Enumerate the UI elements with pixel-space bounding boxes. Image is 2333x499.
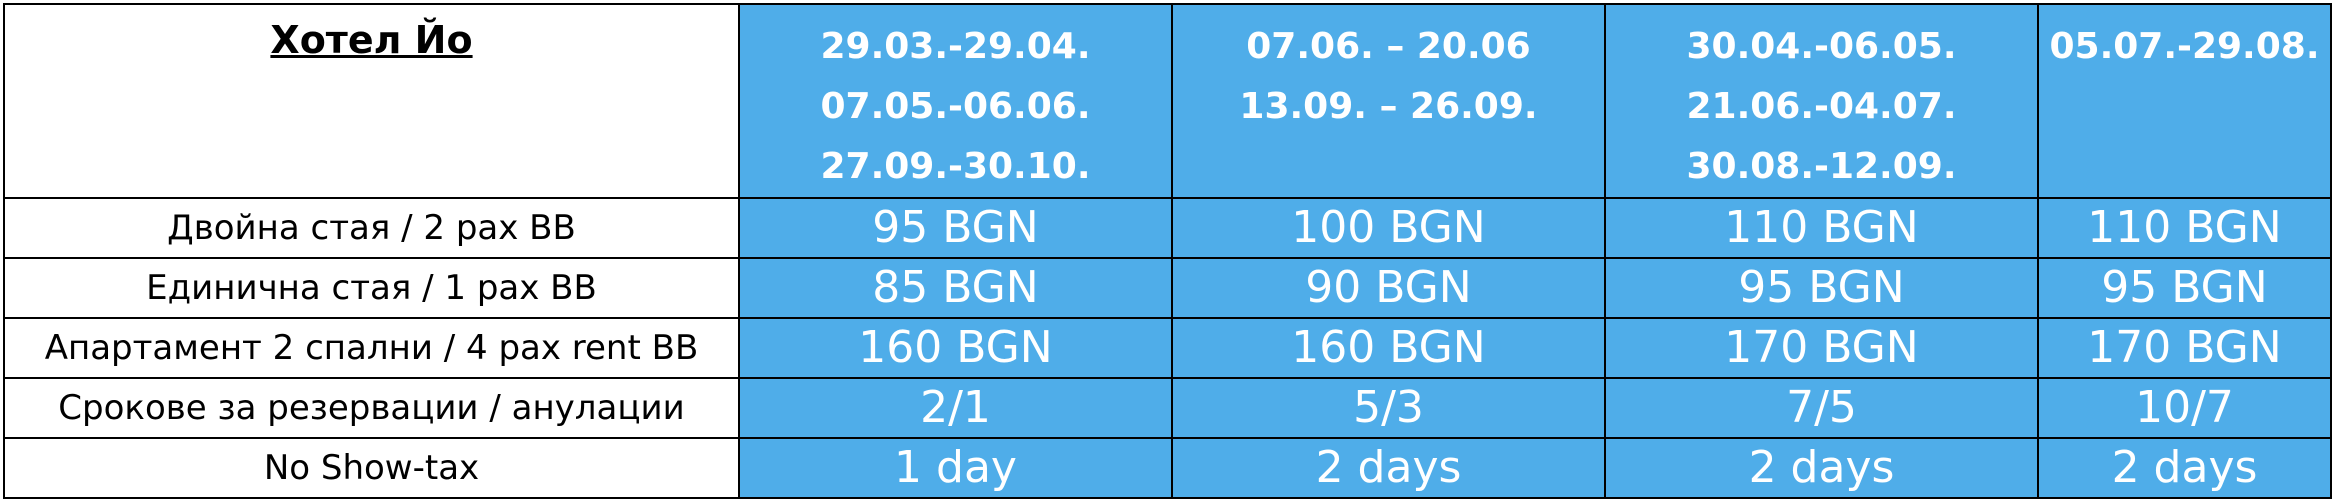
table-cell: 160 BGN <box>738 317 1173 379</box>
row-label: Двойна стая / 2 pax BB <box>3 197 740 259</box>
row-label: Единична стая / 1 pax BB <box>3 257 740 319</box>
row-label: Апартамент 2 спални / 4 pax rent BB <box>3 317 740 379</box>
period-header-4: 05.07.-29.08. <box>2037 3 2332 199</box>
row-label: Срокове за резервации / анулации <box>3 377 740 439</box>
table-cell: 7/5 <box>1604 377 2039 439</box>
period-date: 30.08.-12.09. <box>1686 146 1957 187</box>
table-row: Двойна стая / 2 pax BB 95 BGN 100 BGN 11… <box>3 197 2332 259</box>
table-cell: 2 days <box>1171 437 1606 499</box>
period-header-1: 29.03.-29.04. 07.05.-06.06. 27.09.-30.10… <box>738 3 1173 199</box>
table-cell: 100 BGN <box>1171 197 1606 259</box>
period-date: 29.03.-29.04. <box>820 26 1091 67</box>
period-date: 30.04.-06.05. <box>1686 26 1957 67</box>
table-cell: 170 BGN <box>1604 317 2039 379</box>
hotel-name-cell: Хотел Йо <box>3 3 740 199</box>
period-header-3: 30.04.-06.05. 21.06.-04.07. 30.08.-12.09… <box>1604 3 2039 199</box>
table-cell: 2/1 <box>738 377 1173 439</box>
period-date: 27.09.-30.10. <box>820 146 1091 187</box>
period-date: 21.06.-04.07. <box>1686 86 1957 127</box>
period-date: 13.09. – 26.09. <box>1239 86 1538 127</box>
table-cell: 95 BGN <box>1604 257 2039 319</box>
table-row: Апартамент 2 спални / 4 pax rent BB 160 … <box>3 317 2332 379</box>
period-date: 05.07.-29.08. <box>2049 26 2320 67</box>
table-cell: 90 BGN <box>1171 257 1606 319</box>
table-row: Срокове за резервации / анулации 2/1 5/3… <box>3 377 2332 439</box>
period-date: 07.05.-06.06. <box>820 86 1091 127</box>
table-cell: 85 BGN <box>738 257 1173 319</box>
table-cell: 2 days <box>1604 437 2039 499</box>
period-header-2: 07.06. – 20.06 13.09. – 26.09. <box>1171 3 1606 199</box>
price-table: Хотел Йо 29.03.-29.04. 07.05.-06.06. 27.… <box>3 3 2332 499</box>
hotel-name: Хотел Йо <box>270 18 473 62</box>
table-cell: 95 BGN <box>738 197 1173 259</box>
table-row: No Show-tax 1 day 2 days 2 days 2 days <box>3 437 2332 499</box>
period-date: 07.06. – 20.06 <box>1246 26 1531 67</box>
table-cell: 5/3 <box>1171 377 1606 439</box>
table-cell: 160 BGN <box>1171 317 1606 379</box>
table-cell: 170 BGN <box>2037 317 2332 379</box>
table-cell: 2 days <box>2037 437 2332 499</box>
row-label: No Show-tax <box>3 437 740 499</box>
table-cell: 95 BGN <box>2037 257 2332 319</box>
table-cell: 110 BGN <box>2037 197 2332 259</box>
table-row: Единична стая / 1 pax BB 85 BGN 90 BGN 9… <box>3 257 2332 319</box>
table-cell: 110 BGN <box>1604 197 2039 259</box>
table-cell: 1 day <box>738 437 1173 499</box>
table-cell: 10/7 <box>2037 377 2332 439</box>
header-row: Хотел Йо 29.03.-29.04. 07.05.-06.06. 27.… <box>3 3 2332 199</box>
